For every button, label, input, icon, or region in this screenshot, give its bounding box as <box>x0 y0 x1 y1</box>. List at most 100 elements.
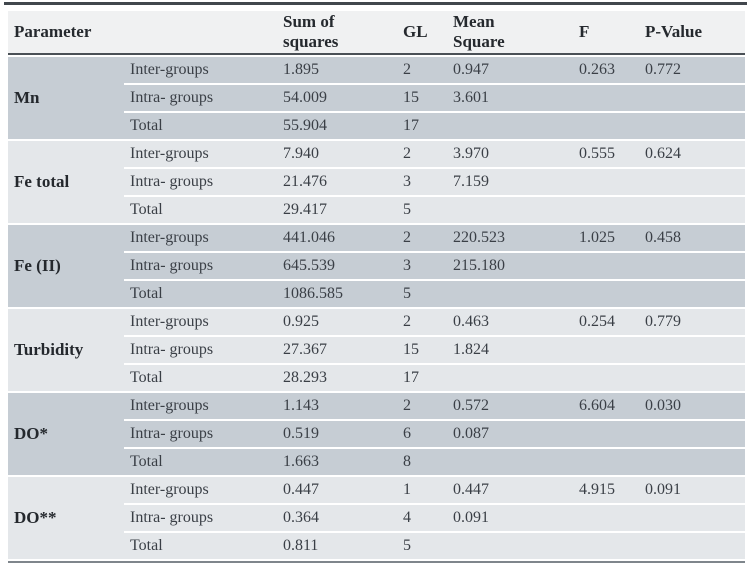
table-row: Intra- groups 0.364 4 0.091 <box>124 505 745 531</box>
parameter-name: Mn <box>8 57 124 139</box>
table-row: Intra- groups 27.367 15 1.824 <box>124 337 745 363</box>
group-rows: Inter-groups 441.046 2 220.523 1.025 0.4… <box>124 225 745 307</box>
cell-sum-of-squares: 54.009 <box>283 89 327 106</box>
cell-mean-square: 1.824 <box>453 341 489 358</box>
cell-mean-square: 3.970 <box>453 145 489 162</box>
cell-gl: 6 <box>403 425 411 442</box>
parameter-name: Fe (II) <box>8 225 124 307</box>
cell-gl: 3 <box>403 173 411 190</box>
table-row: Total 1086.585 5 <box>124 281 745 307</box>
cell-gl: 15 <box>403 341 419 358</box>
parameter-group-fe-total: Fe total Inter-groups 7.940 2 3.970 0.55… <box>8 141 745 223</box>
cell-gl: 2 <box>403 61 411 78</box>
cell-row-label: Inter-groups <box>130 145 209 162</box>
cell-gl: 2 <box>403 229 411 246</box>
table-row: Inter-groups 7.940 2 3.970 0.555 0.624 <box>124 141 745 167</box>
cell-row-label: Intra- groups <box>130 341 214 358</box>
cell-row-label: Total <box>130 117 163 134</box>
cell-mean-square: 3.601 <box>453 89 489 106</box>
parameter-name: Fe total <box>8 141 124 223</box>
header-mean-square-label: Mean Square <box>453 12 505 51</box>
cell-mean-square: 220.523 <box>453 229 505 246</box>
cell-p-value: 0.030 <box>645 397 681 414</box>
header-sum-of-squares-label: Sum of squares <box>283 12 339 51</box>
table-row: Total 0.811 5 <box>124 533 745 559</box>
cell-row-label: Inter-groups <box>130 397 209 414</box>
cell-f: 4.915 <box>579 481 615 498</box>
cell-sum-of-squares: 29.417 <box>283 201 327 218</box>
cell-row-label: Intra- groups <box>130 257 214 274</box>
cell-sum-of-squares: 1.143 <box>283 397 319 414</box>
cell-row-label: Total <box>130 285 163 302</box>
anova-table: Parameter Sum of squares GL Mean Square … <box>8 11 745 565</box>
cell-mean-square: 7.159 <box>453 173 489 190</box>
header-parameter: Parameter <box>14 22 92 41</box>
parameter-group-mn: Mn Inter-groups 1.895 2 0.947 0.263 0.77… <box>8 57 745 139</box>
cell-sum-of-squares: 0.925 <box>283 313 319 330</box>
cell-sum-of-squares: 1.895 <box>283 61 319 78</box>
cell-row-label: Intra- groups <box>130 89 214 106</box>
cell-row-label: Total <box>130 201 163 218</box>
cell-sum-of-squares: 0.519 <box>283 425 319 442</box>
table-row: Total 28.293 17 <box>124 365 745 391</box>
cell-mean-square: 0.091 <box>453 509 489 526</box>
table-row: Inter-groups 0.925 2 0.463 0.254 0.779 <box>124 309 745 335</box>
cell-row-label: Inter-groups <box>130 481 209 498</box>
cell-sum-of-squares: 28.293 <box>283 369 327 386</box>
header-gl: GL <box>403 22 428 41</box>
table-row: Inter-groups 0.447 1 0.447 4.915 0.091 <box>124 477 745 503</box>
cell-sum-of-squares: 7.940 <box>283 145 319 162</box>
table-row: Total 55.904 17 <box>124 113 745 139</box>
cell-mean-square: 0.463 <box>453 313 489 330</box>
table-row: Intra- groups 645.539 3 215.180 <box>124 253 745 279</box>
header-mean-square: Mean Square <box>447 12 567 52</box>
header-sum-of-squares: Sum of squares <box>277 12 397 52</box>
cell-f: 0.254 <box>579 313 615 330</box>
group-rows: Inter-groups 0.925 2 0.463 0.254 0.779 I… <box>124 309 745 391</box>
cell-gl: 1 <box>403 481 411 498</box>
cell-f: 0.555 <box>579 145 615 162</box>
cell-gl: 5 <box>403 201 411 218</box>
group-rows: Inter-groups 7.940 2 3.970 0.555 0.624 I… <box>124 141 745 223</box>
cell-sum-of-squares: 0.447 <box>283 481 319 498</box>
cell-sum-of-squares: 55.904 <box>283 117 327 134</box>
cell-p-value: 0.091 <box>645 481 681 498</box>
table-bottom-rule <box>8 561 745 565</box>
cell-row-label: Intra- groups <box>130 425 214 442</box>
cell-row-label: Total <box>130 537 163 554</box>
cell-f: 6.604 <box>579 397 615 414</box>
table-row: Inter-groups 1.143 2 0.572 6.604 0.030 <box>124 393 745 419</box>
parameter-group-do-double-star: DO** Inter-groups 0.447 1 0.447 4.915 0.… <box>8 477 745 559</box>
cell-mean-square: 215.180 <box>453 257 505 274</box>
cell-gl: 17 <box>403 117 419 134</box>
cell-gl: 5 <box>403 537 411 554</box>
cell-mean-square: 0.572 <box>453 397 489 414</box>
table-header-row: Parameter Sum of squares GL Mean Square … <box>8 11 745 53</box>
group-rows: Inter-groups 1.895 2 0.947 0.263 0.772 I… <box>124 57 745 139</box>
cell-row-label: Intra- groups <box>130 173 214 190</box>
cell-row-label: Total <box>130 369 163 386</box>
cell-f: 0.263 <box>579 61 615 78</box>
table-row: Inter-groups 441.046 2 220.523 1.025 0.4… <box>124 225 745 251</box>
header-p-value: P-Value <box>645 22 702 41</box>
table-row: Intra- groups 54.009 15 3.601 <box>124 85 745 111</box>
cell-row-label: Intra- groups <box>130 509 214 526</box>
header-f: F <box>579 22 590 41</box>
parameter-group-turbidity: Turbidity Inter-groups 0.925 2 0.463 0.2… <box>8 309 745 391</box>
cell-gl: 2 <box>403 397 411 414</box>
table-row: Intra- groups 0.519 6 0.087 <box>124 421 745 447</box>
cell-gl: 17 <box>403 369 419 386</box>
cell-p-value: 0.772 <box>645 61 681 78</box>
cell-sum-of-squares: 21.476 <box>283 173 327 190</box>
cell-gl: 15 <box>403 89 419 106</box>
cell-mean-square: 0.087 <box>453 425 489 442</box>
table-row: Total 29.417 5 <box>124 197 745 223</box>
cell-gl: 2 <box>403 145 411 162</box>
cell-gl: 8 <box>403 453 411 470</box>
parameter-name: DO* <box>8 393 124 475</box>
cell-sum-of-squares: 0.364 <box>283 509 319 526</box>
cell-row-label: Inter-groups <box>130 313 209 330</box>
cell-sum-of-squares: 441.046 <box>283 229 335 246</box>
cell-p-value: 0.458 <box>645 229 681 246</box>
parameter-group-do-star: DO* Inter-groups 1.143 2 0.572 6.604 0.0… <box>8 393 745 475</box>
